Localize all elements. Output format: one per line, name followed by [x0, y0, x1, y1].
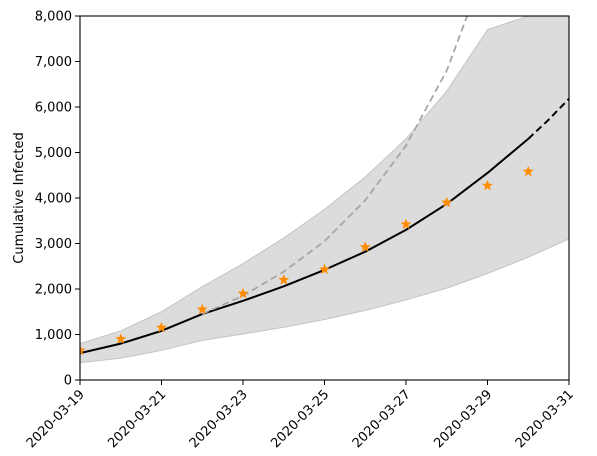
observed-point [318, 263, 331, 275]
fit-line [80, 138, 529, 355]
observed-point [400, 218, 412, 230]
observed-point [237, 287, 249, 299]
x-tick-label: 2020-03-25 [268, 387, 332, 451]
alt-projection-line [201, 16, 468, 315]
plot-area [80, 16, 569, 364]
observed-point [278, 273, 290, 285]
observed-point [115, 333, 127, 344]
observed-point [441, 196, 453, 208]
y-tick-label: 7,000 [35, 55, 72, 70]
observed-point [155, 321, 168, 333]
y-tick-label: 3,000 [35, 237, 72, 252]
x-tick-label: 2020-03-31 [513, 387, 577, 451]
y-axis-title: Cumulative Infected [12, 132, 27, 263]
x-tick-label: 2020-03-29 [431, 387, 495, 451]
y-tick-label: 6,000 [35, 101, 72, 116]
observed-point [359, 241, 371, 252]
uncertainty-band [80, 16, 569, 364]
y-tick-label: 1,000 [35, 328, 72, 343]
y-tick-label: 5,000 [35, 146, 72, 161]
observed-point [522, 165, 534, 177]
x-tick-label: 2020-03-19 [24, 387, 88, 451]
y-tick-label: 4,000 [35, 192, 72, 207]
y-tick-label: 8,000 [35, 10, 72, 25]
observed-point [481, 179, 494, 191]
x-tick-label: 2020-03-27 [350, 387, 414, 451]
y-tick-label: 2,000 [35, 283, 72, 298]
y-tick-label: 0 [64, 374, 72, 389]
fit-line-projection [527, 98, 569, 140]
observed-point [196, 303, 208, 315]
x-tick-label: 2020-03-23 [187, 387, 251, 451]
observed-point [80, 344, 86, 356]
x-tick-label: 2020-03-21 [105, 387, 169, 451]
